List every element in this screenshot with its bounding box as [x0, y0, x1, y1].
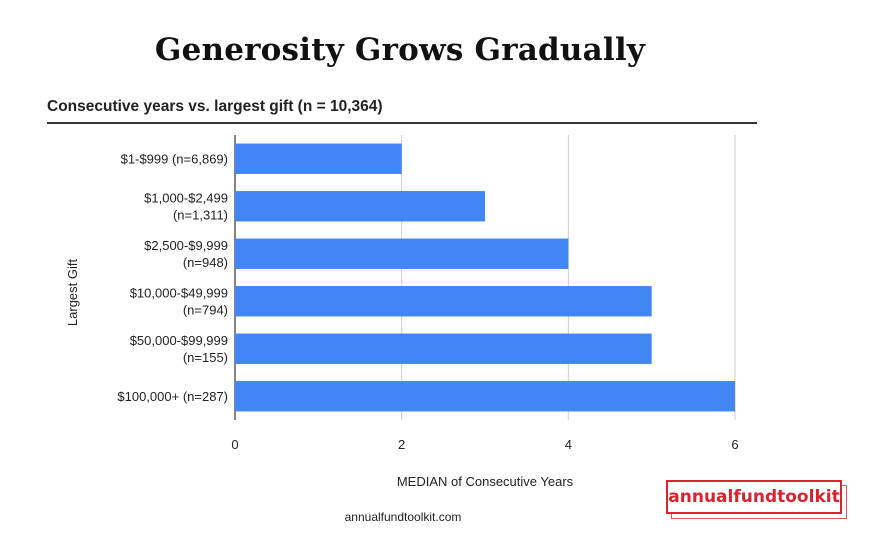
x-tick-label: 6: [731, 437, 738, 452]
category-label: $1,000-$2,499 (n=1,311): [144, 190, 228, 222]
footer-url: annualfundtoolkit.com: [344, 510, 462, 524]
bar: [235, 381, 735, 412]
x-tick-label: 0: [231, 437, 238, 452]
chart-title: Consecutive years vs. largest gift (n = …: [47, 98, 383, 115]
x-tick-label: 2: [398, 437, 405, 452]
bar: [235, 333, 652, 364]
x-tick-labels: 0 2 4 6: [231, 437, 738, 452]
x-axis-title: MEDIAN of Consecutive Years: [397, 474, 574, 489]
bar: [235, 238, 569, 269]
bar: [235, 143, 402, 174]
category-label: $2,500-$9,999 (n=948): [144, 238, 228, 270]
title-divider: [47, 122, 757, 124]
headline: Generosity Grows Gradually: [154, 32, 646, 68]
category-label: $100,000+ (n=287): [117, 389, 228, 404]
bars: [235, 143, 735, 412]
bar: [235, 191, 485, 222]
y-axis-title: Largest Gift: [65, 259, 80, 327]
gridlines: [234, 135, 736, 420]
category-labels: $1-$999 (n=6,869) $1,000-$2,499 (n=1,311) $…: [117, 151, 228, 404]
bar: [235, 286, 652, 317]
category-label: $1-$999 (n=6,869): [121, 151, 228, 166]
category-label: $10,000-$49,999 (n=794): [130, 285, 228, 317]
brand-logo: annualfundtoolkit: [666, 480, 842, 514]
x-tick-label: 4: [565, 437, 572, 452]
category-label: $50,000-$99,999 (n=155): [130, 333, 228, 365]
